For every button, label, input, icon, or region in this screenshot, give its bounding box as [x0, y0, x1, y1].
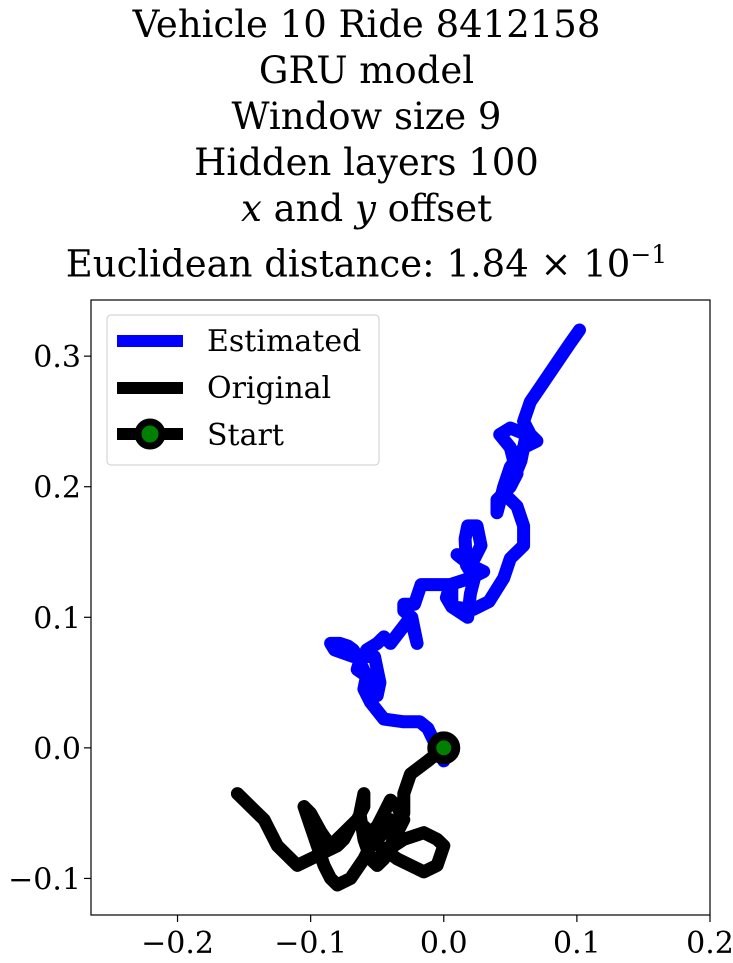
x-tick-label: 0.2: [686, 926, 733, 961]
title-distance-exponent: −1: [630, 240, 668, 269]
legend: Estimated Original Start: [106, 314, 380, 466]
title-distance-prefix: Euclidean distance:: [65, 242, 447, 286]
title-var-y: y: [355, 187, 376, 230]
title-line-distance: Euclidean distance: 1.84 × 10−1: [0, 232, 733, 287]
series-line-estimated: [324, 323, 586, 768]
title-var-x: x: [241, 187, 262, 230]
legend-estimated-label: Estimated: [207, 324, 361, 359]
x-tick-label: 0.1: [553, 926, 601, 961]
series-line-original: [230, 741, 451, 892]
title-line-model: GRU model: [258, 49, 475, 92]
y-tick-label: 0.2: [33, 471, 81, 506]
title-distance-value: 1.84 × 10: [446, 242, 631, 286]
trajectory-layer: [230, 323, 586, 892]
plot-frame: [90, 299, 711, 916]
legend-original-label: Original: [207, 371, 331, 406]
title-offset-word: offset: [375, 187, 492, 230]
y-tick-label: −0.1: [8, 862, 81, 897]
chart-title: Vehicle 10 Ride 8412158 GRU model Window…: [0, 2, 733, 287]
y-tick-label: 0.1: [33, 601, 81, 636]
y-tick-label: 0.3: [33, 340, 81, 375]
title-line-vehicle: Vehicle 10 Ride 8412158: [132, 3, 601, 46]
start-point-marker: [427, 731, 461, 765]
x-tick-label: −0.2: [141, 926, 214, 961]
axis-ticks: −0.2 −0.1 0.0 0.1 0.2 −0.1 0.0 0.1 0.2 0.3: [8, 340, 733, 961]
x-tick-label: −0.1: [274, 926, 347, 961]
title-line-window: Window size 9: [231, 95, 502, 138]
title-line-offset: x and y offset: [0, 186, 733, 232]
legend-start-swatch-marker: [134, 418, 166, 450]
title-line-hidden: Hidden layers 100: [194, 141, 539, 184]
legend-box: [106, 314, 380, 466]
title-and: and: [261, 187, 355, 230]
x-tick-label: 0.0: [420, 926, 468, 961]
y-tick-label: 0.0: [33, 732, 81, 767]
legend-start-label: Start: [207, 418, 284, 453]
